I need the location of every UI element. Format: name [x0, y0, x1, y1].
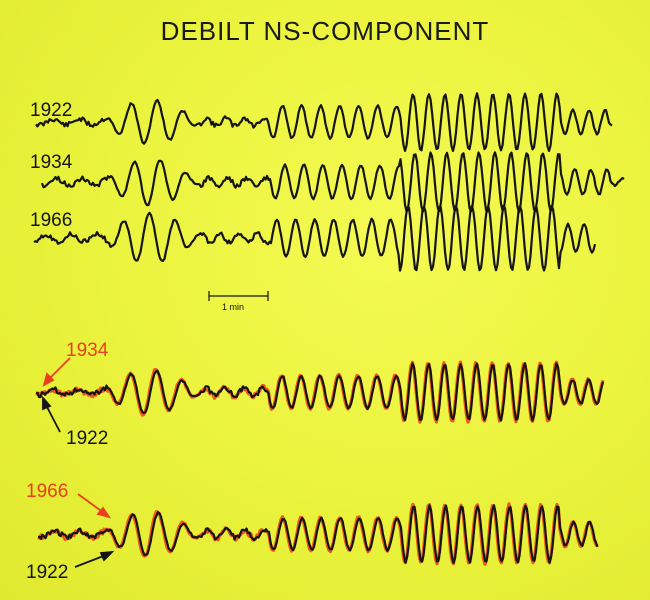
trace-label-1922: 1922: [30, 100, 73, 121]
comparison-1-black-label: 1922: [66, 428, 109, 449]
scale-bar: [208, 291, 269, 301]
comparison-2-black-label: 1922: [26, 562, 69, 583]
comparison-1-trace-1922: [35, 362, 605, 422]
arrow-1922-b: [74, 550, 115, 568]
arrow-1966: [77, 493, 112, 519]
arrow-1934: [42, 357, 71, 387]
trace-1934: [40, 151, 625, 214]
comparison-2-trace-1922: [37, 504, 599, 564]
figure-title: DEBILT NS-COMPONENT: [160, 16, 490, 46]
trace-1922: [35, 92, 613, 152]
trace-label-1934: 1934: [30, 152, 73, 173]
scale-bar-label: 1 min: [222, 302, 245, 312]
comparison-1-red-label: 1934: [66, 340, 109, 361]
trace-label-1966: 1966: [30, 210, 73, 231]
comparison-2-red-label: 1966: [26, 481, 69, 502]
trace-1966: [33, 204, 597, 272]
arrow-1922-a: [42, 395, 61, 433]
